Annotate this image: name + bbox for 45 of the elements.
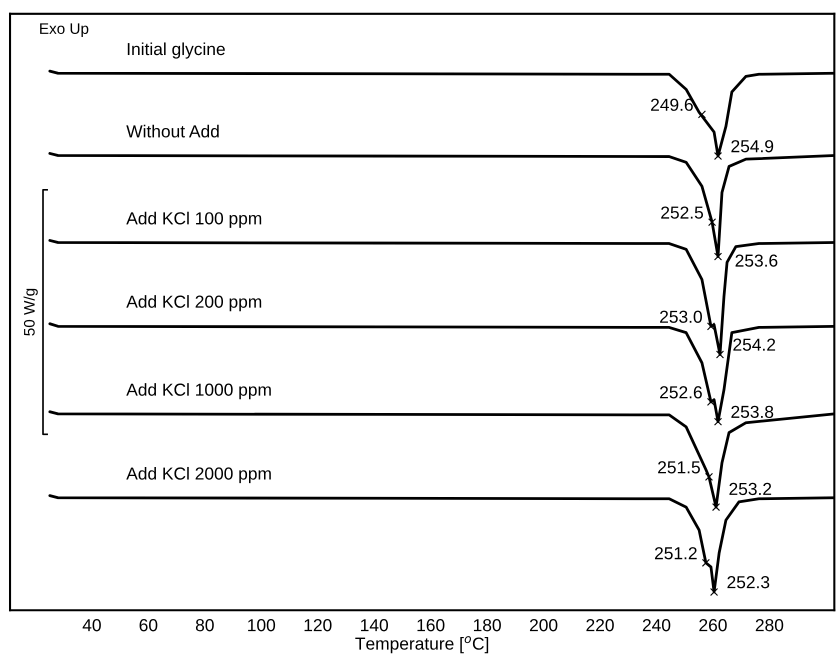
annotation: 253.2: [729, 482, 772, 496]
point: [706, 322, 715, 330]
annotation: 253.0: [660, 310, 702, 323]
series-label: Add KCl 2000 ppm: [126, 466, 271, 484]
annotation: 254.2: [733, 338, 776, 351]
x-axis-title: Temperature [$^{o}$C]: [355, 636, 488, 654]
x-tick-label: 240: [642, 619, 670, 632]
x-tick-label: 60: [140, 619, 158, 632]
x-tick-label: 280: [756, 619, 784, 632]
annotation: 253.8: [731, 406, 774, 418]
point: [708, 218, 716, 226]
x-tick-label: 120: [304, 619, 332, 632]
point: [714, 252, 722, 261]
annotation: 253.6: [736, 254, 778, 267]
x-tick-label: 140: [361, 619, 388, 632]
point: [706, 398, 715, 406]
x-tick-label: 160: [417, 619, 444, 632]
annotation: 251.5: [658, 461, 700, 474]
annotation: 254.9: [731, 140, 774, 152]
x-tick-label: 100: [248, 619, 276, 632]
series-label: Without Add: [126, 124, 219, 138]
annotation: 252.3: [727, 576, 770, 588]
annotation: 249.6: [651, 98, 693, 111]
series-label: Initial glycine: [128, 42, 225, 59]
point: [704, 472, 714, 481]
annotation: 252.6: [660, 386, 702, 398]
annotation: 252.5: [661, 206, 704, 219]
x-tick-label: 40: [82, 619, 101, 632]
annotation: 251.2: [654, 547, 697, 560]
annotation: 50 W/g: [24, 288, 38, 336]
x-tick-label: 220: [586, 619, 614, 632]
x-tick-label: 260: [699, 619, 727, 632]
point: [702, 558, 710, 567]
point: [716, 350, 724, 359]
series-label: Add KCl 200 ppm: [126, 295, 262, 312]
text: Exo Up: [40, 23, 88, 38]
point: [712, 503, 720, 512]
x-tick-label: 180: [474, 619, 501, 632]
series-label: Add KCl 100 ppm: [126, 212, 262, 228]
point: [714, 152, 722, 160]
series-label: Add KCl 1000 ppm: [126, 383, 271, 400]
point: [710, 588, 718, 596]
point: [714, 418, 722, 426]
x-tick-label: 80: [196, 619, 214, 632]
x-tick-label: 200: [530, 619, 558, 632]
